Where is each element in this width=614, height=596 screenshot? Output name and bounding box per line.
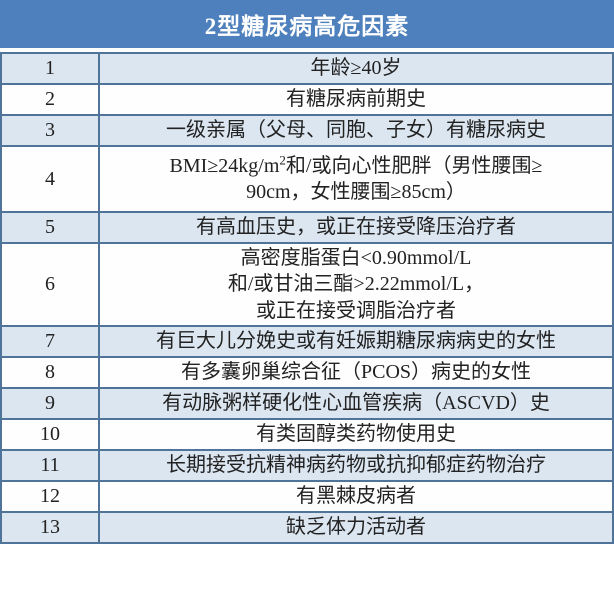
row-number-cell: 2 (0, 83, 100, 116)
row-number-cell: 8 (0, 356, 100, 390)
table-row: 2 有糖尿病前期史 (0, 83, 614, 116)
row-number-cell: 10 (0, 418, 100, 452)
row-number-cell: 5 (0, 211, 100, 244)
risk-factor-cell: 有巨大儿分娩史或有妊娠期糖尿病病史的女性 (98, 325, 614, 359)
page-title: 2型糖尿病高危因素 (204, 14, 410, 39)
table-row: 12 有黑棘皮病者 (0, 480, 614, 514)
row-number-cell: 7 (0, 325, 100, 359)
risk-factor-cell: 有黑棘皮病者 (98, 480, 614, 514)
table-row: 8 有多囊卵巢综合征（PCOS）病史的女性 (0, 356, 614, 390)
table-row: 13 缺乏体力活动者 (0, 511, 614, 545)
risk-factor-cell: 缺乏体力活动者 (98, 511, 614, 545)
table-row: 5 有高血压史，或正在接受降压治疗者 (0, 211, 614, 244)
risk-factor-cell: 有多囊卵巢综合征（PCOS）病史的女性 (98, 356, 614, 390)
row-number-cell: 12 (0, 480, 100, 514)
table-row: 10 有类固醇类药物使用史 (0, 418, 614, 452)
risk-text-line: 90cm，女性腰围≥85cm） (246, 181, 466, 203)
risk-factor-cell: 长期接受抗精神病药物或抗抑郁症药物治疗 (98, 449, 614, 483)
table-title-bar: 2型糖尿病高危因素 (0, 0, 614, 52)
row-number-cell: 1 (0, 52, 100, 85)
table-row: 6 高密度脂蛋白<0.90mmol/L 和/或甘油三酯>2.22mmol/L， 或正… (0, 241, 614, 328)
risk-factor-cell: 高密度脂蛋白<0.90mmol/L 和/或甘油三酯>2.22mmol/L， 或正在接… (98, 241, 614, 328)
risk-factor-cell: 有类固醇类药物使用史 (98, 418, 614, 452)
row-number-cell: 3 (0, 114, 100, 147)
row-number-cell: 9 (0, 387, 100, 421)
risk-text-line: 和/或甘油三酯>2.22mmol/L， (227, 273, 485, 296)
risk-text-line: BMI≥24kg/m (169, 154, 280, 177)
table-row: 7 有巨大儿分娩史或有妊娠期糖尿病病史的女性 (0, 325, 614, 359)
row-number-cell: 6 (0, 241, 100, 328)
table-row: 1 年龄≥40岁 (0, 52, 614, 85)
table-row: 11 长期接受抗精神病药物或抗抑郁症药物治疗 (0, 449, 614, 483)
risk-text-line: 或正在接受调脂治疗者 (256, 299, 456, 322)
risk-factor-cell: 一级亲属（父母、同胞、子女）有糖尿病史 (98, 114, 614, 147)
superscript-2: 2 (279, 151, 286, 167)
table-row: 3 一级亲属（父母、同胞、子女）有糖尿病史 (0, 114, 614, 147)
row-number-cell: 4 (0, 145, 100, 213)
table-row: 4 BMI≥24kg/m2和/或向心性肥胖（男性腰围≥ 90cm，女性腰围≥85c… (0, 145, 614, 213)
table-row: 9 有动脉粥样硬化性心血管疾病（ASCVD）史 (0, 387, 614, 421)
row-number-cell: 13 (0, 511, 100, 545)
risk-factor-table: 1 年龄≥40岁 2 有糖尿病前期史 3 一级亲属（父母、同胞、子女）有糖尿病史… (0, 52, 614, 545)
risk-text-line: 和/或向心性肥胖（男性腰围≥ (285, 154, 543, 177)
row-number-cell: 11 (0, 449, 100, 483)
risk-factor-cell: 有动脉粥样硬化性心血管疾病（ASCVD）史 (98, 387, 614, 421)
risk-factor-cell: BMI≥24kg/m2和/或向心性肥胖（男性腰围≥ 90cm，女性腰围≥85cm） (98, 145, 614, 213)
risk-text-line: 高密度脂蛋白<0.90mmol/L (240, 247, 472, 269)
risk-factor-cell: 有糖尿病前期史 (98, 83, 614, 116)
risk-factor-cell: 有高血压史，或正在接受降压治疗者 (98, 211, 614, 244)
risk-factor-cell: 年龄≥40岁 (98, 52, 614, 85)
